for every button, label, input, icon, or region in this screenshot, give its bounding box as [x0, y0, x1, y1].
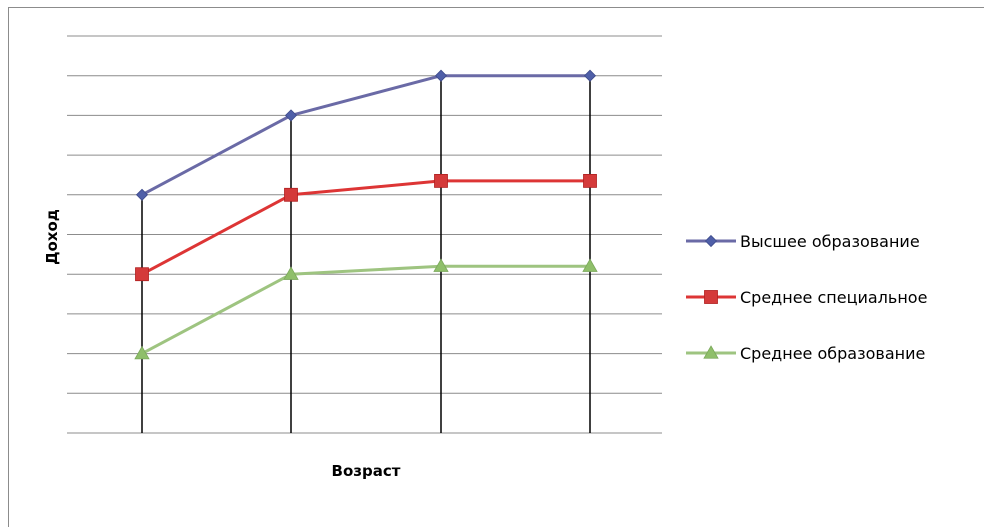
data-point-marker: [582, 258, 598, 272]
legend-marker-higher-education: [704, 234, 718, 248]
line-chart: Доход Возраст Высшее образование Среднее…: [43, 35, 927, 480]
series-line-1: [141, 179, 590, 276]
gridlines: [67, 35, 662, 434]
data-point-marker: [433, 258, 449, 272]
data-point-marker: [434, 69, 448, 82]
legend-marker-shape: [704, 290, 718, 304]
chart-frame: [8, 7, 984, 527]
series-line-0: [141, 74, 590, 197]
legend-item-secondary-special: Среднее специальное: [686, 288, 927, 307]
data-point-marker: [283, 266, 299, 280]
legend: Высшее образование Среднее специальное С…: [686, 232, 927, 363]
data-point-marker: [135, 267, 149, 282]
legend-marker-secondary-special: [704, 290, 718, 304]
drop-lines: [141, 75, 591, 433]
data-point-marker: [583, 69, 597, 82]
legend-label-secondary-education: Среднее образование: [740, 344, 925, 363]
y-axis-title: Доход: [43, 209, 61, 265]
data-point-marker: [583, 174, 597, 188]
data-point-marker: [134, 345, 150, 360]
legend-marker-secondary-education: [703, 345, 719, 359]
data-point-marker: [284, 187, 298, 202]
legend-marker-shape: [704, 234, 718, 248]
data-point-marker: [284, 109, 298, 122]
legend-item-higher-education: Высшее образование: [686, 232, 920, 251]
legend-marker-shape: [703, 345, 719, 359]
series-line-2: [141, 264, 590, 355]
series-markers: [134, 69, 598, 360]
x-axis-title: Возраст: [332, 462, 401, 480]
data-point-marker: [135, 188, 149, 201]
series-lines: [141, 74, 590, 355]
legend-label-higher-education: Высшее образование: [740, 232, 920, 251]
legend-label-secondary-special: Среднее специальное: [740, 288, 927, 307]
data-point-marker: [434, 174, 448, 188]
legend-item-secondary-education: Среднее образование: [686, 344, 925, 363]
